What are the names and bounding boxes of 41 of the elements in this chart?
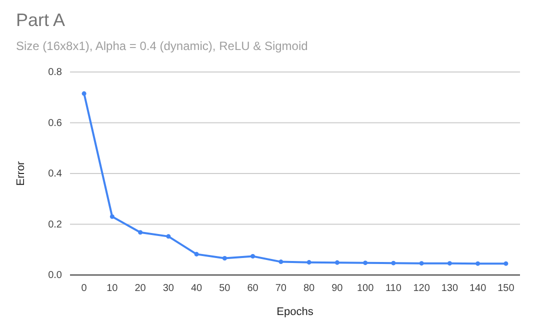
point — [110, 214, 114, 219]
x-tick-label: 100 — [356, 283, 374, 294]
x-tick-label: 90 — [332, 283, 344, 294]
x-tick-label: 50 — [219, 283, 231, 294]
y-tick-label: 0.8 — [48, 67, 62, 78]
x-tick-label: 0 — [81, 283, 88, 294]
point — [391, 260, 396, 266]
point — [194, 252, 199, 256]
point — [447, 261, 452, 266]
x-tick-label: 30 — [162, 283, 174, 294]
x-tick-label: 130 — [441, 283, 458, 294]
point — [504, 261, 508, 266]
y-tick-label: 0.6 — [48, 118, 62, 129]
point — [419, 261, 424, 266]
x-tick-label: 110 — [385, 283, 402, 294]
point — [306, 260, 312, 265]
y-tick-label: 0.4 — [48, 168, 62, 180]
point — [138, 230, 143, 235]
y-tick-label: 0.0 — [48, 270, 62, 282]
x-tick-label: 150 — [498, 283, 515, 294]
point — [82, 91, 86, 96]
x-tick-label: 70 — [275, 283, 287, 294]
chart-title: Part A — [16, 10, 66, 30]
point — [476, 261, 480, 266]
x-tick-label: 40 — [191, 283, 203, 294]
x-tick-label: 10 — [106, 283, 118, 294]
y-axis-title: Error — [15, 160, 27, 186]
x-tick-label: 120 — [413, 283, 430, 294]
point — [166, 234, 171, 239]
point — [250, 254, 256, 258]
x-tick-label: 140 — [469, 283, 487, 294]
x-axis-title: Epochs — [276, 306, 314, 318]
point — [278, 260, 284, 264]
x-tick-label: 20 — [134, 283, 146, 294]
point — [334, 260, 340, 265]
x-tick-label: 60 — [247, 283, 259, 294]
point — [222, 256, 227, 261]
point — [363, 260, 368, 266]
y-tick-label: 0.2 — [48, 219, 62, 230]
chart-subtitle: Size (16x8x1), Alpha = 0.4 (dynamic), ReLU & Sigmoid — [16, 39, 308, 53]
x-tick-label: 80 — [304, 283, 316, 294]
